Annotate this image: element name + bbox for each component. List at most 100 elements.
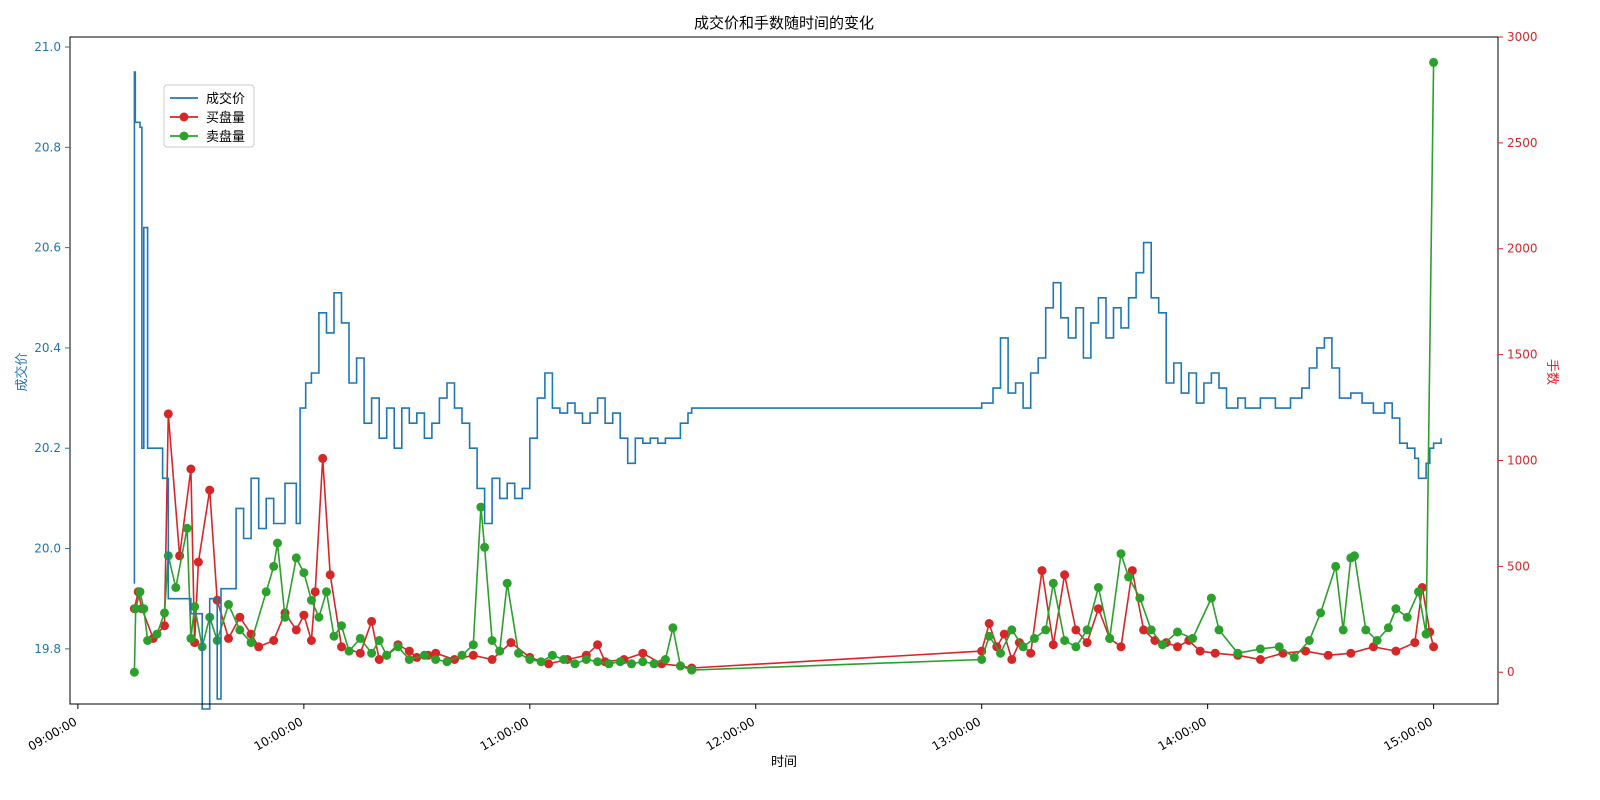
- buy-point: [355, 648, 365, 658]
- buy-point: [1210, 648, 1220, 658]
- sell-point: [1158, 640, 1167, 650]
- sell-point: [1338, 625, 1348, 635]
- y-left-tick-label: 20.4: [34, 341, 61, 355]
- y-axis-right: 0 500 1000 1500 2000 2500 3000: [1498, 30, 1538, 679]
- buy-point: [1116, 642, 1126, 652]
- buy-point: [593, 640, 603, 650]
- sell-point: [1350, 551, 1359, 561]
- y-left-tick-label: 19.8: [34, 642, 61, 656]
- sell-point: [1402, 612, 1412, 622]
- sell-point: [604, 659, 614, 669]
- buy-point: [1429, 642, 1439, 652]
- buy-point: [1195, 646, 1205, 656]
- buy-series-line: [133, 413, 1435, 669]
- sell-point: [419, 650, 429, 660]
- sell-point: [1255, 644, 1265, 654]
- sell-point: [1188, 633, 1198, 643]
- sell-point: [152, 629, 162, 639]
- sell-point: [1206, 593, 1216, 603]
- x-axis-label: 时间: [771, 755, 797, 770]
- buy-point: [337, 642, 346, 652]
- x-tick-label: 12:00:00: [704, 714, 758, 753]
- sell-point: [1289, 652, 1299, 662]
- sell-point: [638, 657, 648, 667]
- buy-point: [325, 570, 335, 580]
- buy-point: [254, 642, 264, 652]
- buy-point: [1007, 655, 1017, 664]
- buy-point: [1323, 650, 1333, 660]
- x-tick-label: 09:00:00: [26, 714, 80, 753]
- x-axis: 09:00:00 10:00:00 11:00:00 12:00:00 13:00:00…: [26, 704, 1435, 754]
- sell-point: [996, 648, 1005, 658]
- y-right-tick-label: 500: [1507, 559, 1530, 573]
- sell-point: [687, 665, 697, 675]
- x-tick-label: 13:00:00: [930, 714, 984, 753]
- sell-point: [1124, 572, 1134, 582]
- sell-point: [306, 595, 316, 605]
- buy-point: [1301, 646, 1311, 656]
- sell-point: [1316, 608, 1326, 618]
- y-left-tick-label: 20.6: [34, 241, 61, 255]
- sell-point: [615, 657, 625, 667]
- y-left-tick-label: 20.0: [34, 542, 61, 556]
- chart-title: 成交价和手数随时间的变化: [694, 14, 874, 32]
- sell-point: [1093, 583, 1103, 592]
- buy-point: [306, 636, 316, 645]
- buy-point: [1391, 646, 1401, 656]
- sell-point: [273, 538, 282, 548]
- sell-point: [627, 659, 636, 669]
- sell-point: [235, 625, 245, 635]
- sell-point: [1105, 633, 1115, 643]
- sell-point: [476, 502, 486, 512]
- buy-point: [1048, 640, 1058, 650]
- sell-point: [1060, 636, 1070, 645]
- plot-area: [129, 57, 1442, 710]
- legend-box: [163, 84, 255, 148]
- buy-point: [1139, 625, 1149, 635]
- sell-point: [374, 636, 384, 645]
- buy-point: [310, 587, 320, 597]
- sell-point: [442, 657, 452, 667]
- buy-point: [638, 648, 648, 658]
- sell-point: [1082, 625, 1092, 635]
- y-axis-right-label: 手数: [1544, 359, 1559, 385]
- sell-point: [1372, 636, 1382, 645]
- sell-point: [675, 661, 685, 671]
- sell-point: [329, 631, 339, 641]
- sell-point: [344, 646, 354, 656]
- sell-point: [1304, 636, 1314, 645]
- buy-point: [205, 485, 215, 495]
- sell-point: [393, 642, 403, 652]
- buy-point: [163, 409, 173, 419]
- buy-point: [193, 557, 203, 567]
- buy-point: [1060, 570, 1070, 580]
- buy-point: [186, 464, 196, 474]
- buy-point: [544, 659, 554, 669]
- sell-point: [337, 621, 346, 631]
- sell-point: [1414, 587, 1423, 597]
- sell-point: [1018, 642, 1028, 652]
- buy-point: [1255, 655, 1265, 664]
- sell-point: [367, 648, 377, 658]
- sell-point: [135, 587, 145, 597]
- buy-point: [487, 655, 497, 664]
- sell-point: [160, 608, 169, 618]
- buy-point: [1093, 604, 1103, 614]
- sell-point: [536, 657, 546, 667]
- sell-point: [487, 636, 497, 645]
- sell-point: [431, 655, 441, 664]
- sell-point: [649, 659, 659, 669]
- sell-point: [182, 523, 192, 533]
- x-tick-label: 10:00:00: [252, 714, 306, 753]
- x-tick-label: 14:00:00: [1155, 714, 1209, 753]
- buy-point: [224, 633, 233, 643]
- sell-point: [404, 655, 414, 664]
- buy-point: [984, 619, 994, 628]
- sell-point: [1361, 625, 1371, 635]
- plot-frame: [69, 36, 1499, 705]
- sell-point: [246, 638, 256, 648]
- sell-point: [660, 655, 670, 664]
- sell-point: [382, 650, 392, 660]
- buy-point: [1150, 636, 1160, 645]
